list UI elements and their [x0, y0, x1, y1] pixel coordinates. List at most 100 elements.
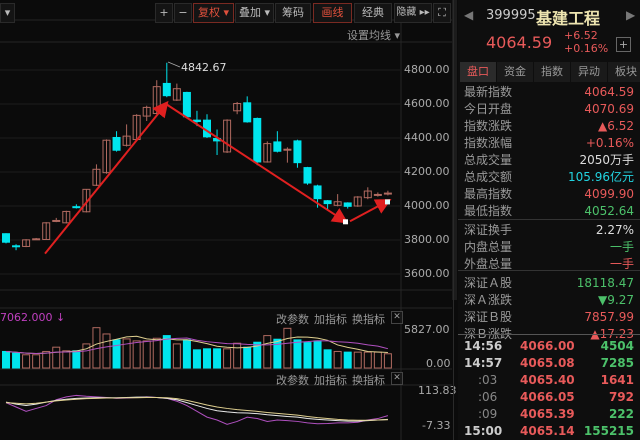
- trend-arrow: [165, 103, 349, 224]
- draw-line-button[interactable]: 画线: [313, 3, 352, 23]
- close-panel-icon[interactable]: ✕: [391, 311, 403, 324]
- zoom-out-button[interactable]: −: [174, 3, 192, 23]
- add-indicator-button[interactable]: 加指标: [314, 374, 347, 387]
- candle-up: [122, 135, 131, 146]
- zoom-in-button[interactable]: +: [155, 3, 173, 23]
- stat-value: 2050万手: [579, 153, 634, 167]
- close-panel-icon[interactable]: ✕: [391, 372, 403, 385]
- volume-bar-down: [2, 350, 10, 369]
- volume-bar-up: [223, 348, 232, 369]
- candle-up: [32, 238, 41, 241]
- tick-row: 15:00 4065.14 155215: [464, 423, 634, 440]
- tab-anomaly[interactable]: 异动: [571, 62, 607, 82]
- ma-setting-dropdown[interactable]: 设置均线 ▾: [347, 29, 401, 42]
- stat-value: 7857.99: [584, 310, 634, 324]
- candle-up: [283, 148, 292, 151]
- arrow-marker: [343, 219, 348, 225]
- volume-bar-down: [273, 338, 282, 369]
- stat-row: 深Ａ涨跌 ▼9.27: [464, 292, 634, 309]
- candle-down: [293, 140, 302, 164]
- tab-index[interactable]: 指数: [534, 62, 570, 82]
- scrollbar[interactable]: [452, 0, 457, 300]
- tick-time: 15:00: [464, 424, 503, 438]
- price-tick: 3800.00: [404, 233, 450, 246]
- next-arrow-icon[interactable]: ▶: [626, 8, 636, 22]
- stat-row: 总成交额 105.96亿元: [464, 169, 634, 186]
- volume-bar-up: [172, 343, 181, 369]
- volume-bar-down: [323, 349, 332, 369]
- stat-label: 最新指数: [464, 85, 513, 99]
- tick-row: :06 4066.05 792: [464, 389, 634, 406]
- stat-label: 深证Ａ股: [464, 276, 513, 290]
- volume-tick: 5827.00: [404, 323, 450, 336]
- add-indicator-button[interactable]: 加指标: [314, 313, 347, 326]
- stat-label: 深Ａ涨跌: [464, 293, 513, 307]
- tab-sector[interactable]: 板块: [608, 62, 640, 82]
- indicator-line: [5, 396, 388, 422]
- stat-row: 今日开盘 4070.69: [464, 101, 634, 118]
- classic-button[interactable]: 经典: [354, 3, 392, 23]
- edit-params-button[interactable]: 改参数: [276, 313, 309, 326]
- volume-bar-up: [353, 351, 362, 369]
- volume-bar-up: [32, 354, 41, 369]
- last-price: 4064.59: [486, 33, 553, 52]
- chip-button[interactable]: 筹码: [275, 3, 311, 23]
- add-watchlist-button[interactable]: +: [616, 37, 631, 52]
- stat-row: 最低指数 4052.64: [464, 203, 634, 220]
- tab-pankou[interactable]: 盘口: [460, 62, 496, 82]
- candle-down: [323, 200, 332, 205]
- volume-bar-up: [233, 342, 242, 369]
- stat-value: 4099.90: [584, 187, 634, 201]
- prev-arrow-icon[interactable]: ◀: [464, 8, 474, 22]
- tick-price: 4066.05: [520, 390, 575, 404]
- stat-value: 2.27%: [595, 223, 634, 237]
- switch-indicator-button[interactable]: 换指标: [352, 374, 385, 387]
- candle-up: [353, 196, 362, 207]
- tick-price: 4065.39: [520, 407, 575, 421]
- tick-volume: 4504: [600, 339, 634, 353]
- edit-params-button[interactable]: 改参数: [276, 374, 309, 387]
- stat-row: 最高指数 4099.90: [464, 186, 634, 203]
- kline-chart[interactable]: [0, 0, 452, 440]
- volume-bar-down: [112, 339, 121, 369]
- overlay-dropdown[interactable]: 叠加 ▾: [235, 3, 274, 23]
- hide-button[interactable]: 隐藏 ▸▸: [394, 3, 432, 23]
- stat-label: 深证Ｂ股: [464, 310, 513, 324]
- candle-up: [263, 143, 272, 163]
- stat-label: 外盘总量: [464, 257, 513, 271]
- candle-down: [253, 117, 262, 163]
- volume-bar-up: [263, 335, 272, 369]
- price-tick: 4400.00: [404, 131, 450, 144]
- period-dropdown[interactable]: ▾: [0, 3, 15, 23]
- stat-row: 深证换手 2.27%: [464, 222, 634, 239]
- volume-bar-down: [72, 350, 81, 369]
- stat-value: ▼9.27: [598, 293, 634, 307]
- volume-bar-up: [142, 340, 151, 369]
- price-tick: 4800.00: [404, 63, 450, 76]
- volume-bar-down: [313, 340, 322, 369]
- candle-up: [142, 106, 151, 117]
- tick-price: 4065.08: [520, 356, 575, 370]
- high-annotation: 4842.67: [181, 61, 227, 74]
- stock-name: 基建工程: [536, 9, 601, 28]
- candle-up: [333, 201, 342, 206]
- volume-bar-down: [293, 339, 302, 369]
- stat-label: 总成交额: [464, 170, 513, 184]
- candle-up: [363, 190, 372, 199]
- volume-bar-down: [253, 341, 262, 369]
- tab-funds[interactable]: 资金: [497, 62, 533, 82]
- quote-panel: ◀ 399995 基建工程 ▶ 4064.59 +6.52 +0.16% + 盘…: [458, 0, 640, 440]
- volume-bar-down: [213, 348, 222, 369]
- indicator-tick: -7.33: [422, 419, 451, 432]
- volume-label: 7062.000 ↓: [0, 311, 66, 324]
- tick-price: 4065.40: [520, 373, 575, 387]
- volume-bar-down: [192, 349, 201, 369]
- fuquan-dropdown[interactable]: 复权 ▾: [193, 3, 234, 23]
- volume-bar-down: [243, 346, 252, 369]
- switch-indicator-button[interactable]: 换指标: [352, 313, 385, 326]
- price-tick: 4000.00: [404, 199, 450, 212]
- volume-bar-down: [343, 351, 352, 369]
- fullscreen-icon[interactable]: ⛶: [433, 3, 451, 23]
- trend-arrow: [44, 100, 169, 255]
- stat-row: 外盘总量 一手: [464, 256, 634, 273]
